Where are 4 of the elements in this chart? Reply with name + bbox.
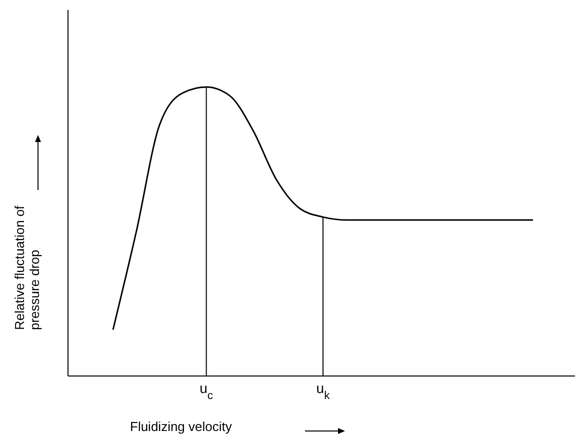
x-axis-title: Fluidizing velocity [130,419,232,434]
x-tick-label: u$_{c}$ [200,380,214,402]
x-tick-label: u$_{k}$ [316,380,330,402]
y-axis-title: Relative fluctuation of pressure drop [12,205,42,330]
